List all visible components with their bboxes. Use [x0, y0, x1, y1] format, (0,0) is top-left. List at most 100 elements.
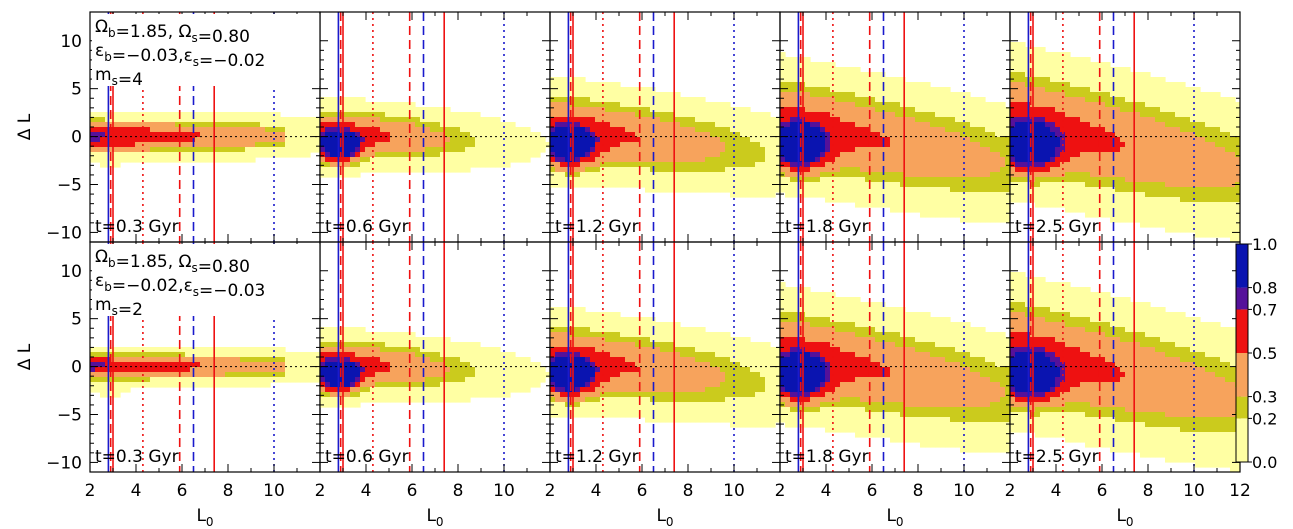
density-cell	[860, 162, 866, 168]
density-cell	[925, 142, 931, 148]
density-cell	[595, 82, 601, 88]
density-cell	[585, 97, 591, 103]
density-cell	[410, 102, 416, 108]
density-cell	[95, 367, 101, 373]
density-cell	[695, 157, 701, 163]
density-cell	[740, 187, 746, 193]
density-cell	[1205, 112, 1211, 118]
density-cell	[145, 157, 151, 163]
density-cell	[585, 137, 591, 143]
density-cell	[905, 82, 911, 88]
density-cell	[1190, 152, 1196, 158]
density-cell	[1160, 82, 1166, 88]
density-cell	[90, 137, 96, 143]
density-cell	[745, 132, 751, 138]
density-cell	[185, 112, 191, 118]
density-cell	[145, 362, 151, 368]
density-cell	[965, 192, 971, 198]
density-cell	[320, 137, 326, 143]
density-cell	[1230, 167, 1236, 173]
density-cell	[95, 152, 101, 158]
density-cell	[400, 162, 406, 168]
density-cell	[595, 122, 601, 128]
density-cell	[345, 157, 351, 163]
density-cell	[1165, 162, 1171, 168]
density-cell	[820, 187, 826, 193]
density-cell	[1210, 122, 1216, 128]
density-cell	[1010, 82, 1016, 88]
density-cell	[1175, 82, 1181, 88]
density-cell	[205, 122, 211, 128]
density-cell	[1205, 217, 1211, 223]
density-cell	[1120, 167, 1126, 173]
density-cell	[1040, 192, 1046, 198]
density-cell	[245, 112, 251, 118]
density-cell	[765, 152, 771, 158]
density-cell	[1205, 152, 1211, 158]
density-cell	[125, 122, 131, 128]
density-cell	[635, 182, 641, 188]
density-cell	[665, 112, 671, 118]
density-cell	[465, 167, 471, 173]
density-cell	[1185, 117, 1191, 123]
density-cell	[590, 92, 596, 98]
density-cell	[230, 122, 236, 128]
density-cell	[945, 147, 951, 153]
density-cell	[1200, 207, 1206, 213]
density-cell	[1130, 217, 1136, 223]
density-cell	[835, 107, 841, 113]
density-cell	[850, 162, 856, 168]
density-cell	[140, 352, 146, 358]
density-cell	[475, 122, 481, 128]
density-cell	[1180, 192, 1186, 198]
density-cell	[580, 117, 586, 123]
density-cell	[930, 117, 936, 123]
density-cell	[645, 97, 651, 103]
density-cell	[995, 212, 1001, 218]
density-cell	[1120, 152, 1126, 158]
density-cell	[780, 137, 786, 143]
density-cell	[660, 92, 666, 98]
density-cell	[790, 132, 796, 138]
density-cell	[995, 122, 1001, 128]
density-cell	[200, 142, 206, 148]
density-cell	[1100, 77, 1106, 83]
density-cell	[1200, 192, 1206, 198]
density-cell	[270, 152, 276, 158]
density-cell	[95, 387, 101, 393]
density-cell	[855, 67, 861, 73]
density-cell	[705, 157, 711, 163]
density-cell	[1080, 202, 1086, 208]
density-cell	[715, 117, 721, 123]
density-cell	[390, 137, 396, 143]
density-cell	[305, 152, 311, 158]
density-cell	[765, 167, 771, 173]
density-cell	[345, 172, 351, 178]
density-cell	[590, 152, 596, 158]
density-cell	[400, 137, 406, 143]
density-cell	[905, 172, 911, 178]
density-cell	[780, 177, 786, 183]
density-cell	[690, 177, 696, 183]
density-cell	[780, 122, 786, 128]
density-cell	[555, 97, 561, 103]
density-cell	[930, 92, 936, 98]
density-cell	[175, 117, 181, 123]
density-cell	[1175, 97, 1181, 103]
density-cell	[960, 152, 966, 158]
density-cell	[895, 117, 901, 123]
density-cell	[920, 202, 926, 208]
density-cell	[195, 142, 201, 148]
density-cell	[1185, 97, 1191, 103]
density-cell	[1230, 102, 1236, 108]
density-cell	[220, 132, 226, 138]
density-cell	[990, 157, 996, 163]
density-cell	[850, 77, 856, 83]
density-cell	[590, 122, 596, 128]
density-cell	[805, 142, 811, 148]
density-cell	[1160, 157, 1166, 163]
density-cell	[775, 132, 780, 138]
density-cell	[745, 152, 751, 158]
density-cell	[1205, 167, 1211, 173]
density-cell	[665, 157, 671, 163]
